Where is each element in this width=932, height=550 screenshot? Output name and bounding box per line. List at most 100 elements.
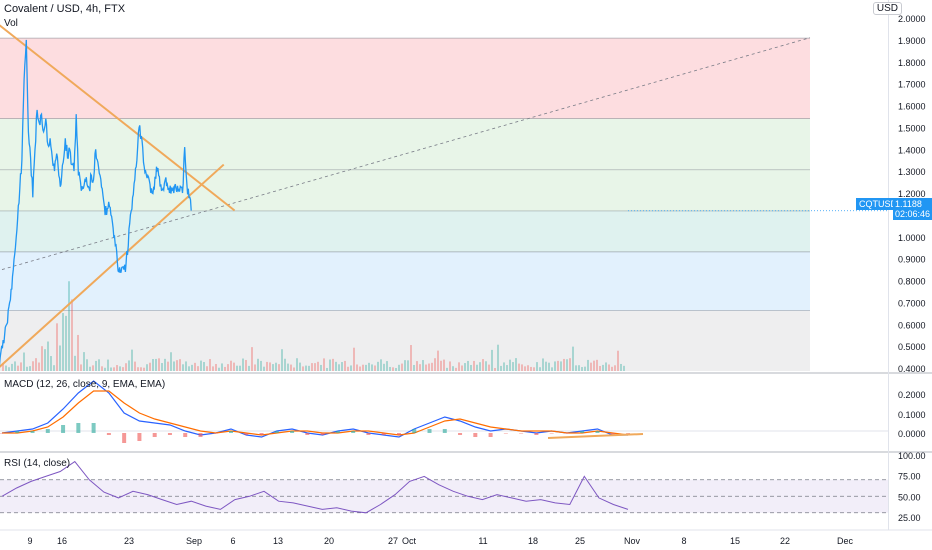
volume-bar — [437, 350, 439, 371]
macd-pane — [0, 380, 644, 443]
pane-separators[interactable] — [0, 0, 932, 531]
price-tick-label: 0.8000 — [898, 277, 926, 287]
price-tag-symbol: CQTUSD — [859, 199, 897, 209]
macd-histogram-bar — [519, 433, 524, 434]
volume-bar — [584, 366, 586, 371]
volume-bar — [518, 363, 520, 371]
macd-histogram-bar — [76, 423, 81, 433]
volume-bar — [407, 360, 409, 371]
volume-bar — [62, 313, 64, 371]
grid-lines — [0, 430, 888, 453]
volume-bar — [74, 355, 76, 371]
volume-bar — [563, 358, 565, 371]
currency-button[interactable]: USD — [872, 2, 902, 15]
volume-bar — [413, 364, 415, 371]
macd-histogram-bar — [320, 433, 325, 435]
volume-bar — [263, 366, 265, 371]
volume-bar — [533, 367, 535, 371]
macd-histogram-bar — [396, 433, 401, 435]
time-tick-label: 22 — [780, 536, 790, 546]
volume-bar — [17, 365, 19, 371]
volume-bar — [71, 299, 73, 371]
price-tick-label: 1.7000 — [898, 80, 926, 90]
volume-bar — [257, 358, 259, 371]
volume-bar — [314, 363, 316, 371]
volume-bar — [308, 365, 310, 371]
price-tick-label: 1.0000 — [898, 233, 926, 243]
price-tick-label: 0.9000 — [898, 255, 926, 265]
time-axis[interactable]: 9 16 23 Sep 13 20 27 Oct 11 18 25 Nov 8 15 22 Dec 6 — [27, 536, 853, 546]
volume-bar — [92, 365, 94, 371]
volume-bar — [401, 363, 403, 371]
volume-bar — [476, 364, 478, 371]
volume-bar — [95, 360, 97, 371]
price-tick-label: 0.6000 — [898, 320, 926, 330]
volume-bar — [143, 367, 145, 371]
macd-histogram-bar — [45, 429, 50, 433]
volume-bar — [542, 358, 544, 371]
volume-bar — [521, 364, 523, 371]
volume-bar — [278, 364, 280, 371]
volume-bar — [371, 364, 373, 371]
volume-bar — [608, 364, 610, 371]
volume-bar — [425, 364, 427, 371]
rsi-tick-label: 25.00 — [898, 513, 921, 523]
volume-bar — [5, 365, 7, 371]
volume-bar — [356, 364, 358, 371]
volume-bar — [512, 362, 514, 371]
fib-trend-line — [1, 37, 811, 270]
volume-bar — [38, 362, 40, 371]
price-tick-label: 1.3000 — [898, 167, 926, 177]
volume-bar — [14, 361, 16, 371]
volume-bar — [455, 367, 457, 371]
fib-band — [0, 169, 810, 211]
time-tick-label: Dec — [837, 536, 854, 546]
macd-histogram-bar — [564, 433, 569, 434]
volume-bar — [446, 367, 448, 371]
time-tick-label: 9 — [27, 536, 32, 546]
volume-bar — [467, 360, 469, 371]
volume-bar — [353, 347, 355, 371]
price-tick-label: 1.4000 — [898, 145, 926, 155]
macd-histogram-bar — [152, 433, 157, 437]
volume-bar — [227, 364, 229, 371]
macd-indicator-label[interactable]: MACD (12, 26, close, 9, EMA, EMA) — [4, 379, 166, 390]
volume-bar — [416, 361, 418, 371]
volume-bar — [503, 362, 505, 371]
symbol-title[interactable]: Covalent / USD, 4h, FTX — [4, 3, 126, 15]
volume-bar — [251, 347, 253, 371]
volume-bar — [515, 358, 517, 371]
volume-bar — [383, 363, 385, 371]
volume-bar — [506, 365, 508, 371]
fib-band — [0, 310, 810, 371]
volume-bar — [29, 366, 31, 371]
price-tag-value: 1.1188 — [895, 199, 922, 209]
volume-bar — [65, 315, 67, 371]
volume-bar — [242, 358, 244, 371]
volume-bar — [368, 362, 370, 371]
volume-bar — [545, 361, 547, 371]
volume-bar — [239, 365, 241, 371]
volume-bar — [158, 358, 160, 371]
volume-bar — [113, 367, 115, 371]
volume-bar — [116, 365, 118, 371]
signal-line — [2, 390, 629, 436]
price-axis[interactable]: 0.4000 0.5000 0.6000 0.7000 0.8000 0.9000 1.00… — [898, 14, 926, 523]
volume-bar — [107, 359, 109, 371]
volume-bar — [590, 362, 592, 371]
volume-bar — [188, 366, 190, 371]
volume-bar — [140, 367, 142, 371]
volume-bar — [581, 367, 583, 371]
macd-histogram-bar — [137, 433, 142, 441]
volume-bar — [569, 358, 571, 371]
macd-histogram-bar — [458, 433, 463, 435]
macd-histogram-bar — [0, 433, 4, 434]
volume-indicator-label[interactable]: Vol — [4, 18, 18, 29]
volume-bar — [302, 366, 304, 371]
rsi-indicator-label[interactable]: RSI (14, close) — [4, 458, 71, 469]
volume-bar — [359, 366, 361, 371]
macd-histogram-bar — [122, 433, 127, 443]
trendlines[interactable] — [0, 22, 236, 370]
volume-bar — [611, 366, 613, 371]
